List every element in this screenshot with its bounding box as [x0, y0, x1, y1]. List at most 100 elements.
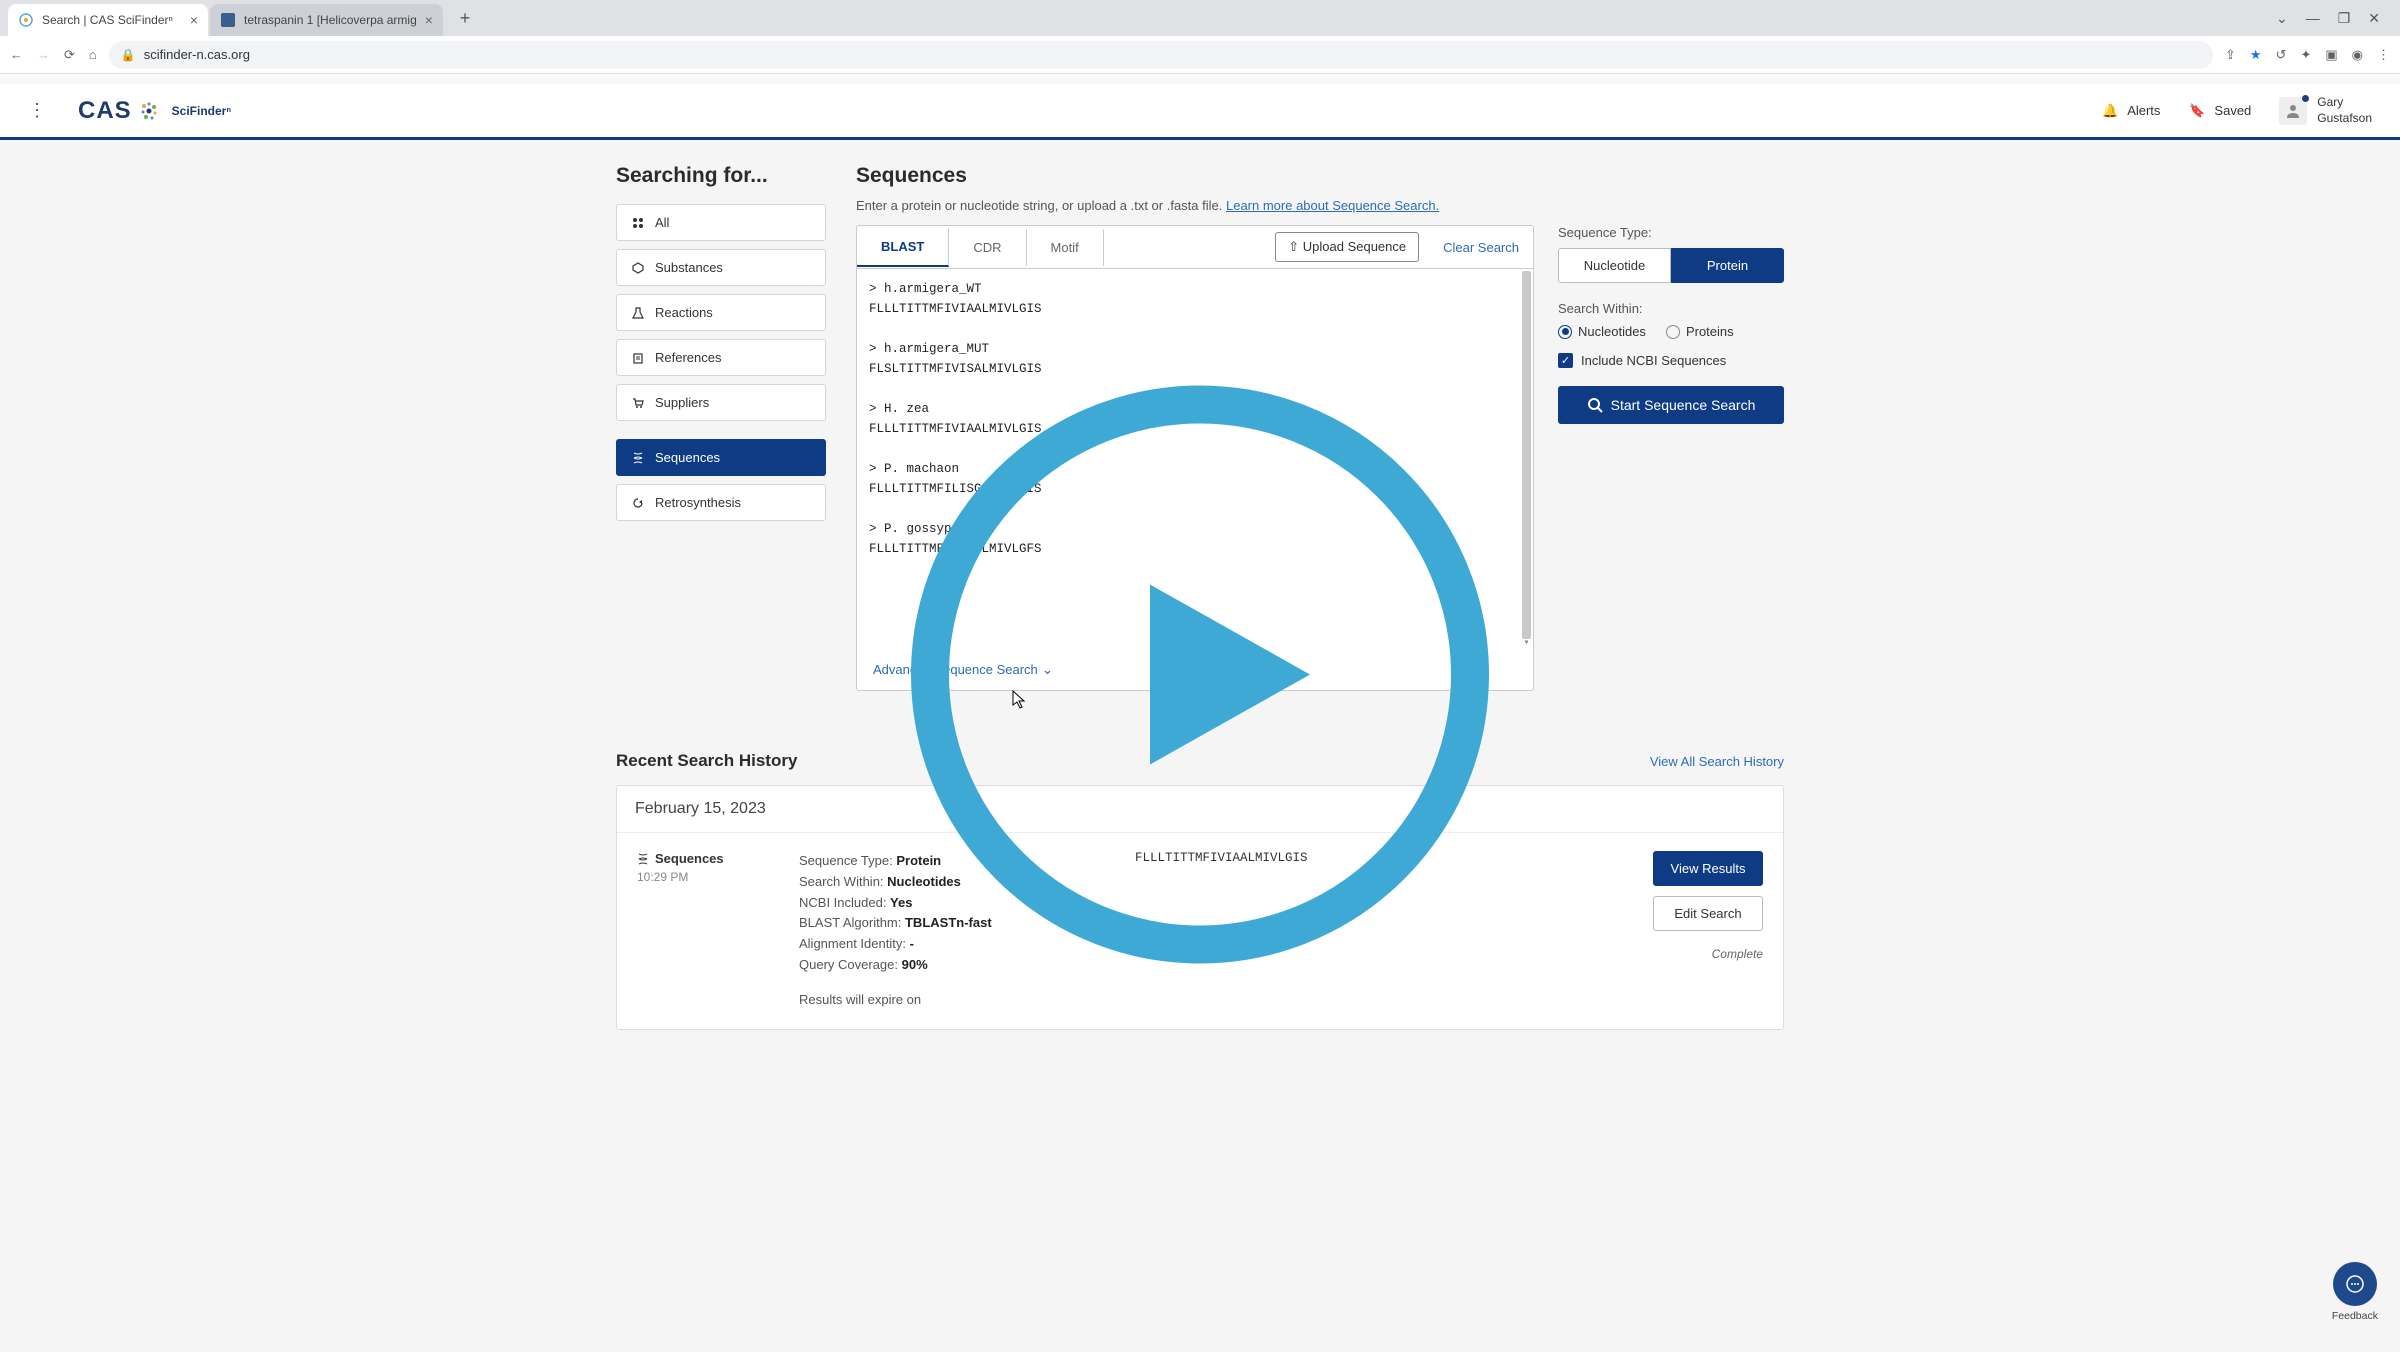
clear-search-link[interactable]: Clear Search	[1429, 240, 1533, 255]
alerts-label: Alerts	[2127, 103, 2160, 118]
maximize-icon[interactable]: ❐	[2338, 10, 2351, 27]
view-results-button[interactable]: View Results	[1653, 851, 1763, 886]
saved-button[interactable]: 🔖 Saved	[2188, 102, 2251, 120]
ncbi-checkbox[interactable]: ✓ Include NCBI Sequences	[1558, 353, 1784, 368]
tab-title: Search | CAS SciFinderⁿ	[42, 13, 182, 27]
protein-toggle[interactable]: Protein	[1671, 248, 1784, 283]
sidebar-item-reactions[interactable]: Reactions	[616, 294, 826, 331]
book-icon	[631, 351, 645, 365]
update-icon[interactable]: ↺	[2276, 47, 2287, 63]
close-icon[interactable]: ✕	[2368, 10, 2380, 27]
flask-icon	[631, 306, 645, 320]
dna-icon	[637, 853, 649, 865]
learn-more-link[interactable]: Learn more about Sequence Search.	[1226, 198, 1439, 213]
bookmark-icon: 🔖	[2188, 102, 2206, 120]
cas-logo-icon	[138, 100, 160, 122]
start-search-button[interactable]: Start Sequence Search	[1558, 386, 1784, 424]
sidebar-item-suppliers[interactable]: Suppliers	[616, 384, 826, 421]
address-bar: ← → ⟳ ⌂ 🔒 scifinder-n.cas.org ⇪ ★ ↺ ✦ ▣ …	[0, 36, 2400, 74]
notification-dot	[2301, 94, 2310, 103]
main-content: Sequences Enter a protein or nucleotide …	[856, 164, 1784, 691]
scroll-down-icon[interactable]: ▾	[1520, 636, 1533, 649]
sequence-type-label: Sequence Type:	[1558, 225, 1784, 240]
user-name: Gary Gustafson	[2317, 95, 2372, 126]
feedback-widget: Feedback	[2332, 1262, 2378, 1322]
tab-blast[interactable]: BLAST	[857, 228, 949, 267]
tab-close-icon[interactable]: ×	[425, 12, 433, 28]
url-field[interactable]: 🔒 scifinder-n.cas.org	[109, 41, 2213, 69]
radio-on-icon	[1558, 325, 1572, 339]
cart-icon	[631, 396, 645, 410]
sidebar-item-sequences[interactable]: Sequences	[616, 439, 826, 476]
menu-dots-icon[interactable]: ⋮	[2377, 47, 2390, 63]
radio-proteins[interactable]: Proteins	[1666, 324, 1734, 339]
tab-close-icon[interactable]: ×	[190, 12, 198, 28]
side-panel-icon[interactable]: ▣	[2325, 47, 2337, 63]
history-type-col: Sequences 10:29 PM	[637, 851, 767, 1011]
search-within-radios: Nucleotides Proteins	[1558, 324, 1784, 339]
feedback-button[interactable]	[2333, 1262, 2377, 1306]
forward-icon[interactable]: →	[37, 47, 50, 62]
sidebar-item-all[interactable]: All	[616, 204, 826, 241]
history-section: Recent Search History View All Search Hi…	[600, 751, 1800, 1030]
upload-sequence-button[interactable]: ⇧ Upload Sequence	[1275, 232, 1419, 262]
cas-logo[interactable]: CAS SciFinderⁿ	[78, 97, 231, 125]
history-status: Complete	[1623, 947, 1763, 961]
tab-motif[interactable]: Motif	[1027, 229, 1104, 266]
nav-icons: ← → ⟳ ⌂	[10, 47, 97, 63]
toolbar-right: ⇪ ★ ↺ ✦ ▣ ◉ ⋮	[2225, 47, 2390, 63]
reload-icon[interactable]: ⟳	[64, 47, 75, 63]
app-menu-icon[interactable]: ⋮	[28, 100, 46, 121]
tab-ncbi[interactable]: tetraspanin 1 [Helicoverpa armig ×	[210, 4, 443, 36]
home-icon[interactable]: ⌂	[89, 47, 97, 62]
minimize-icon[interactable]: —	[2306, 10, 2320, 27]
radio-off-icon	[1666, 325, 1680, 339]
tab-title: tetraspanin 1 [Helicoverpa armig	[244, 13, 417, 27]
sequence-tabs: BLAST CDR Motif ⇧ Upload Sequence Clear …	[857, 226, 1533, 269]
sidebar-item-substances[interactable]: Substances	[616, 249, 826, 286]
sidebar-item-retrosynthesis[interactable]: Retrosynthesis	[616, 484, 826, 521]
tab-cdr[interactable]: CDR	[949, 229, 1026, 266]
grid-icon	[631, 216, 645, 230]
bookmark-star-icon[interactable]: ★	[2250, 47, 2262, 63]
upload-icon: ⇧	[1288, 239, 1303, 254]
view-all-history-link[interactable]: View All Search History	[1650, 754, 1784, 769]
app-header: ⋮ CAS SciFinderⁿ 🔔 Alerts 🔖 Saved	[0, 84, 2400, 140]
page-body: Searching for... AllSubstancesReactionsR…	[0, 140, 2400, 1070]
search-within-label: Search Within:	[1558, 301, 1784, 316]
history-meta: Sequence Type: Protein Search Within: Nu…	[799, 851, 1103, 1011]
sequence-panel: BLAST CDR Motif ⇧ Upload Sequence Clear …	[856, 225, 1534, 691]
lock-icon: 🔒	[121, 48, 136, 62]
hex-icon	[631, 261, 645, 275]
share-icon[interactable]: ⇪	[2225, 47, 2236, 63]
sequence-textarea[interactable]: > h.armigera_WT FLLLTITTMFIVIAALMIVLGIS …	[857, 269, 1533, 649]
user-avatar	[2279, 97, 2307, 125]
user-menu[interactable]: Gary Gustafson	[2279, 95, 2372, 126]
checkbox-checked-icon: ✓	[1558, 353, 1573, 368]
app-shell: ⋮ CAS SciFinderⁿ 🔔 Alerts 🔖 Saved	[0, 74, 2400, 140]
url-text: scifinder-n.cas.org	[144, 47, 250, 62]
sequence-options: Sequence Type: Nucleotide Protein Search…	[1558, 225, 1784, 424]
history-title: Recent Search History	[616, 751, 797, 771]
alerts-button[interactable]: 🔔 Alerts	[2101, 102, 2160, 120]
history-time: 10:29 PM	[637, 870, 767, 884]
retro-icon	[631, 496, 645, 510]
sequence-type-toggle: Nucleotide Protein	[1558, 248, 1784, 283]
new-tab-button[interactable]: +	[451, 4, 479, 32]
scrollbar-track[interactable]	[1522, 271, 1531, 639]
chevron-down-icon[interactable]: ⌄	[2276, 10, 2288, 27]
tab-strip: Search | CAS SciFinderⁿ × tetraspanin 1 …	[0, 0, 2400, 36]
logo-text: CAS	[78, 97, 132, 125]
radio-nucleotides[interactable]: Nucleotides	[1558, 324, 1646, 339]
advanced-search-link[interactable]: Advanced Sequence Search	[857, 649, 1533, 690]
tab-scifinder[interactable]: Search | CAS SciFinderⁿ ×	[8, 4, 208, 36]
history-header: Recent Search History View All Search Hi…	[616, 751, 1784, 771]
sequences-title: Sequences	[856, 164, 1784, 188]
back-icon[interactable]: ←	[10, 47, 23, 62]
extensions-icon[interactable]: ✦	[2300, 47, 2311, 63]
nucleotide-toggle[interactable]: Nucleotide	[1558, 248, 1671, 283]
edit-search-button[interactable]: Edit Search	[1653, 896, 1763, 931]
profile-icon[interactable]: ◉	[2352, 47, 2363, 63]
bell-icon: 🔔	[2101, 102, 2119, 120]
sidebar-item-references[interactable]: References	[616, 339, 826, 376]
